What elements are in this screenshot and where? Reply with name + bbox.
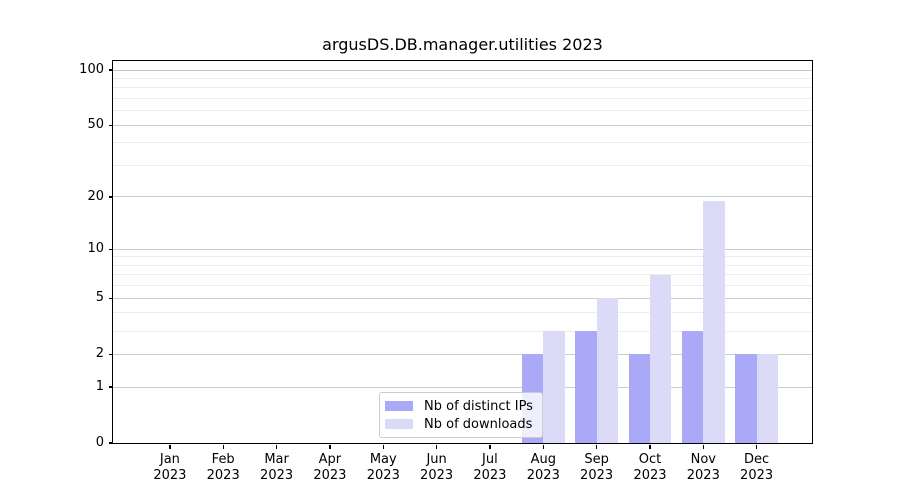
x-tick-label: Oct 2023 [633,452,667,483]
y-gridline-major [113,353,812,355]
y-gridline-minor [113,77,812,79]
y-tick-mark [108,196,113,198]
x-tick-mark [382,444,384,449]
y-gridline-major [113,297,812,299]
bar-nb-of-distinct-ips-nov [682,331,704,443]
bar-nb-of-downloads-nov [703,200,725,443]
x-tick-label: Dec 2023 [740,452,774,483]
x-tick-label: Aug 2023 [526,452,560,483]
x-tick-label: Jan 2023 [153,452,187,483]
bar-nb-of-downloads-aug [543,331,565,443]
x-tick-mark [275,444,278,449]
x-tick-mark [329,444,331,449]
bar-nb-of-distinct-ips-dec [735,354,757,443]
y-gridline-major [113,386,812,388]
y-gridline-minor [113,165,812,166]
legend-swatch-nb-of-downloads [385,419,413,429]
y-gridline-major [113,69,812,71]
x-tick-label: May 2023 [366,452,400,483]
y-tick-mark [108,353,113,355]
x-tick-mark [595,444,598,449]
y-tick-mark [108,442,113,444]
x-tick-mark [222,444,224,449]
bar-nb-of-downloads-oct [650,274,672,443]
y-tick-mark [108,69,113,71]
y-gridline-minor [113,264,812,266]
y-tick-label: 20 [87,188,104,204]
y-gridline-minor [113,98,812,99]
y-gridline-major [113,248,812,250]
chart-title: argusDS.DB.manager.utilities 2023 [322,35,603,54]
y-tick-mark [108,248,113,250]
y-gridline-minor [113,285,812,287]
x-tick-mark [542,444,544,449]
y-gridline-minor [113,142,812,144]
x-tick-label: Mar 2023 [260,452,294,483]
y-tick-mark [108,297,113,299]
bar-nb-of-distinct-ips-oct [628,354,650,443]
x-tick-mark [702,444,704,449]
y-gridline-major [113,124,812,126]
y-tick-label: 1 [95,379,104,394]
y-tick-label: 0 [95,435,104,450]
x-tick-label: Sep 2023 [580,452,614,483]
legend: Nb of distinct IPs Nb of downloads [379,392,543,438]
bar-nb-of-downloads-sep [596,298,618,443]
y-tick-label: 50 [87,117,104,133]
y-gridline-minor [113,87,812,89]
y-tick-label: 10 [87,241,104,257]
x-tick-label: Feb 2023 [206,452,240,483]
legend-swatch-nb-of-distinct-ips [385,401,413,411]
x-tick-label: Jul 2023 [473,452,507,483]
bar-nb-of-distinct-ips-sep [575,331,597,443]
legend-row-nb-of-downloads: Nb of downloads [385,417,536,432]
x-tick-mark [489,444,491,449]
x-tick-label: Jun 2023 [420,452,454,483]
y-tick-label: 100 [79,62,104,77]
bar-nb-of-downloads-dec [756,354,778,443]
x-tick-label: Apr 2023 [313,452,347,483]
legend-row-nb-of-distinct-ips: Nb of distinct IPs [385,399,536,414]
y-tick-label: 2 [95,346,104,362]
y-tick-mark [108,386,113,388]
x-tick-mark [649,444,651,449]
x-tick-label: Nov 2023 [686,452,720,483]
y-gridline-minor [113,330,812,332]
legend-label: Nb of distinct IPs [424,398,533,414]
y-tick-mark [108,124,113,126]
legend-label: Nb of downloads [424,416,533,432]
x-tick-mark [169,444,171,449]
y-gridline-minor [113,110,812,112]
y-gridline-minor [113,312,812,314]
y-gridline-minor [113,274,812,276]
y-gridline-minor [113,256,812,258]
y-tick-label: 5 [95,290,104,306]
x-tick-mark [435,444,438,449]
x-tick-mark [755,444,758,449]
y-gridline-major [113,196,812,198]
